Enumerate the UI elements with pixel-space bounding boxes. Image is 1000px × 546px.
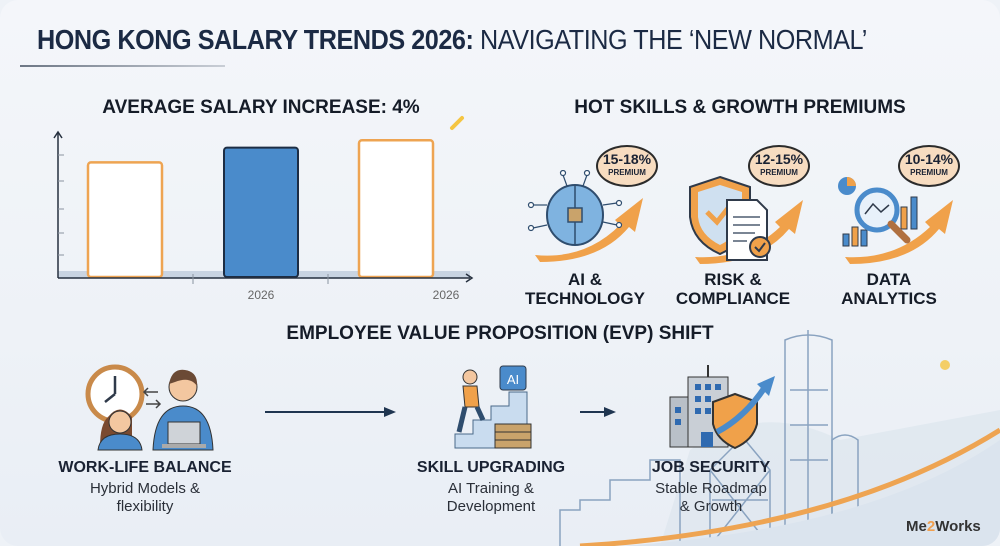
evp-description: Hybrid Models & flexibility — [90, 480, 200, 516]
page-title: HONG KONG SALARY TRENDS 2026: NAVIGATING… — [37, 24, 867, 56]
evp-title: SKILL UPGRADING — [416, 459, 566, 476]
shield-document-icon — [689, 175, 803, 264]
evp-arrows — [265, 407, 616, 417]
premium-bubble: 12-15% PREMIUM — [748, 145, 810, 187]
logo-part: Works — [935, 518, 981, 535]
building-shield-icon — [669, 365, 775, 450]
stairs-ai-icon: AI — [454, 365, 532, 449]
skill-label-ai: AI & TECHNOLOGY — [525, 270, 645, 308]
evp-title: JOB SECURITY — [651, 459, 771, 476]
salary-heading: AVERAGE SALARY INCREASE: 4% — [102, 97, 420, 118]
premium-label: PREMIUM — [910, 168, 948, 177]
skill-label-line: DATA — [866, 270, 912, 289]
premium-value: 15-18% — [602, 151, 652, 167]
evp-description-line: & Growth — [679, 498, 743, 515]
ai-chip-text: AI — [507, 372, 519, 387]
y-axis-arrow — [53, 130, 63, 139]
title-underline — [20, 65, 225, 67]
evp-description-line: Stable Roadmap — [655, 480, 767, 497]
premium-value: 10-14% — [904, 151, 954, 167]
premium-bubble: 10-14% PREMIUM — [898, 145, 960, 187]
skills-heading: HOT SKILLS & GROWTH PREMIUMS — [574, 97, 906, 118]
evp-description-line: Hybrid Models & — [89, 480, 201, 497]
salary-chart — [53, 116, 474, 284]
title-bold: HONG KONG SALARY TRENDS 2026: — [37, 24, 474, 55]
sparkle-icon — [450, 116, 464, 130]
evp-description-line: AI Training & — [448, 480, 534, 497]
evp-description-line: flexibility — [116, 498, 174, 515]
evp-title: WORK-LIFE BALANCE — [58, 459, 232, 476]
premium-value: 12-15% — [754, 151, 804, 167]
bar — [86, 161, 164, 279]
evp-description: Stable Roadmap & Growth — [655, 480, 767, 516]
premium-bubble: 15-18% PREMIUM — [596, 145, 658, 187]
skill-label-line: COMPLIANCE — [675, 289, 791, 308]
hong-kong-skyline — [559, 330, 1000, 546]
logo-part: Me — [906, 518, 927, 535]
evp-description-line: Development — [446, 498, 536, 515]
bar — [357, 139, 435, 279]
brain-chip-icon — [527, 170, 643, 262]
skill-label-line: AI & — [567, 270, 602, 289]
premium-label: PREMIUM — [760, 168, 798, 177]
people-clock-icon — [85, 364, 214, 451]
bar — [223, 146, 299, 278]
premium-label: PREMIUM — [608, 168, 646, 177]
skill-label-risk: RISK & COMPLIANCE — [676, 270, 790, 308]
x-axis-arrow — [465, 273, 474, 283]
brand-logo: Me2Works — [906, 518, 981, 535]
title-regular: NAVIGATING THE ‘NEW NORMAL’ — [479, 24, 867, 55]
tick-label: 2026 — [247, 288, 275, 302]
skill-label-line: RISK & — [704, 270, 762, 289]
evp-description: AI Training & Development — [447, 480, 535, 516]
skill-label-data: DATA ANALYTICS — [841, 270, 937, 308]
y-ticks — [58, 154, 329, 284]
skill-label-line: ANALYTICS — [841, 289, 937, 308]
logo-part: 2 — [926, 518, 936, 535]
skill-label-line: TECHNOLOGY — [525, 289, 645, 308]
evp-heading: EMPLOYEE VALUE PROPOSITION (EVP) SHIFT — [286, 323, 714, 344]
tick-label: 2026 — [432, 288, 460, 302]
magnifier-chart-icon — [838, 177, 953, 264]
